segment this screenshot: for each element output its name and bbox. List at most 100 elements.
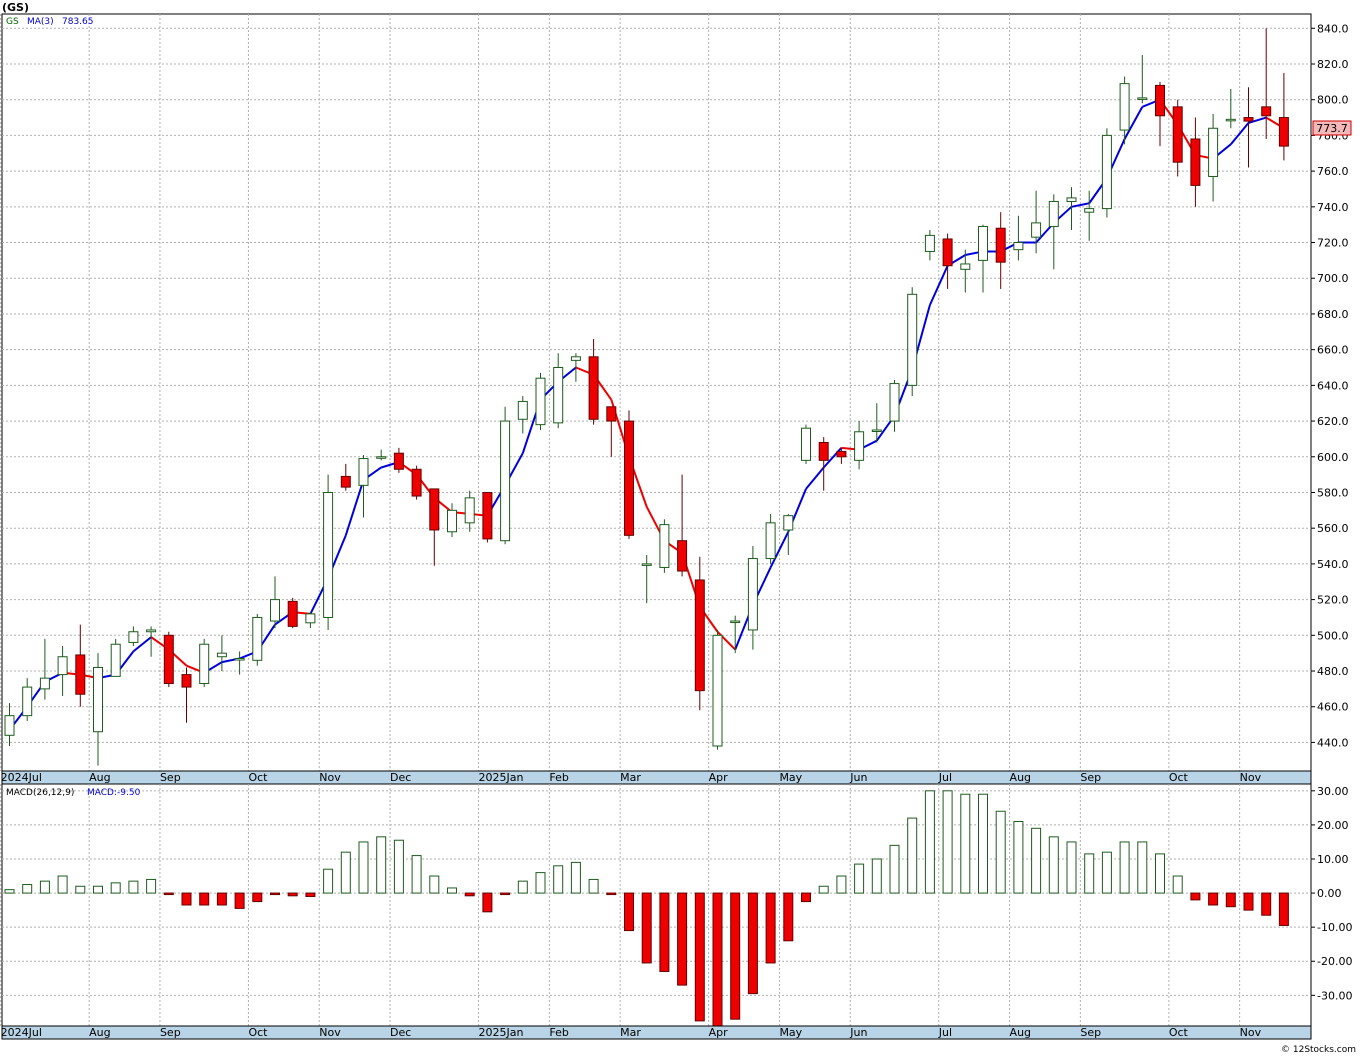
macd-bar	[747, 892, 758, 995]
candle-body	[1190, 138, 1201, 186]
price-x-label: Aug	[1010, 771, 1031, 784]
candle	[1261, 28, 1272, 139]
candle-body	[305, 613, 316, 624]
macd-legend-label: MACD(26,12,9)	[6, 788, 74, 798]
candle-body	[1119, 83, 1130, 131]
candle-body	[447, 509, 457, 533]
price-x-label: Mar	[620, 771, 641, 784]
price-tick-label: 680.0	[1317, 308, 1349, 321]
candle-body	[93, 666, 103, 733]
macd-x-label: Sep	[1080, 1026, 1101, 1039]
candle	[128, 626, 139, 647]
macd-panel-frame	[1, 783, 1312, 1027]
candle-body	[570, 356, 581, 361]
macd-y-axis: -30.00 -20.00 -10.00 0.00 10.00 20.00 30.00	[1311, 785, 1352, 1002]
candle-body	[641, 563, 652, 566]
macd-bar	[517, 880, 528, 894]
macd-bar	[340, 851, 351, 894]
candle	[995, 212, 1006, 289]
macd-bar	[500, 892, 511, 896]
price-x-label: Oct	[248, 771, 268, 784]
price-tick-label: 460.0	[1317, 701, 1349, 714]
macd-bar	[4, 889, 15, 894]
candle	[871, 403, 882, 443]
macd-x-label: Nov	[1240, 1026, 1262, 1039]
candle	[358, 454, 369, 518]
candle	[270, 576, 280, 629]
candle	[234, 651, 245, 675]
candle	[75, 624, 86, 707]
macd-bar	[464, 892, 475, 897]
macd-bar	[270, 892, 280, 896]
candle-body	[358, 458, 369, 486]
macd-x-label: Jun	[849, 1026, 867, 1039]
macd-bar	[1243, 892, 1254, 911]
candle	[1066, 187, 1077, 231]
price-tick-label: 600.0	[1317, 451, 1349, 464]
price-x-label: Apr	[709, 771, 729, 784]
candle-body	[924, 234, 935, 252]
macd-bar	[659, 892, 670, 972]
price-x-label: Oct	[1169, 771, 1189, 784]
legend-ma-label: MA(3)	[27, 17, 54, 27]
macd-bar	[234, 892, 245, 909]
macd-x-label: Mar	[620, 1026, 641, 1039]
candle-body	[1243, 117, 1254, 122]
macd-bar	[783, 892, 794, 942]
macd-bar	[765, 892, 776, 964]
candle	[694, 556, 705, 711]
candle-body	[606, 406, 617, 422]
candle	[464, 490, 475, 532]
macd-bar	[677, 892, 688, 986]
price-x-label: Sep	[1080, 771, 1101, 784]
candle	[1137, 55, 1148, 104]
ma3-segment	[769, 531, 790, 568]
macd-bar	[57, 875, 68, 894]
macd-bar	[393, 839, 404, 894]
ma3-segment	[1248, 116, 1267, 124]
candle-body	[4, 715, 15, 736]
candle-body	[1013, 242, 1024, 251]
macd-bar	[1101, 851, 1112, 894]
legend-ma-value: 783.65	[62, 17, 94, 27]
price-tick-label: 740.0	[1317, 201, 1349, 214]
macd-bar	[924, 790, 935, 894]
candle-body	[128, 631, 139, 643]
candle-body	[199, 643, 210, 685]
candle-body	[535, 377, 546, 426]
candle-body	[624, 420, 634, 536]
candle	[783, 513, 794, 555]
candle	[340, 463, 351, 491]
candle-body	[464, 497, 475, 524]
candle	[818, 437, 829, 491]
ma3-segment	[1071, 202, 1090, 208]
price-tick-label: 440.0	[1317, 736, 1349, 749]
candle	[252, 613, 263, 666]
candle-body	[871, 429, 882, 432]
candle	[1243, 87, 1254, 168]
candle-body	[1278, 117, 1289, 147]
candle	[924, 230, 935, 261]
macd-bar	[694, 892, 705, 1022]
price-tick-label: 480.0	[1317, 665, 1349, 678]
macd-bar	[801, 892, 811, 903]
macd-tick-label: -20.00	[1317, 955, 1352, 968]
macd-bar	[287, 892, 298, 897]
macd-x-label: Feb	[549, 1026, 568, 1039]
macd-tick-label: 10.00	[1317, 853, 1349, 866]
macd-bar	[712, 892, 723, 1027]
ma3-segment	[928, 265, 949, 306]
candle-body	[995, 227, 1006, 263]
candle-body	[978, 225, 988, 261]
macd-bar	[1031, 827, 1042, 894]
macd-bar	[1066, 841, 1077, 894]
macd-bar	[1225, 892, 1236, 908]
candle-body	[659, 524, 670, 568]
candle-body	[747, 558, 758, 631]
macd-bar	[1084, 853, 1095, 894]
candle-body	[216, 652, 227, 658]
price-x-label: Jun	[849, 771, 867, 784]
candle	[765, 513, 776, 564]
macd-bar	[871, 858, 882, 894]
macd-bar	[1261, 892, 1272, 916]
